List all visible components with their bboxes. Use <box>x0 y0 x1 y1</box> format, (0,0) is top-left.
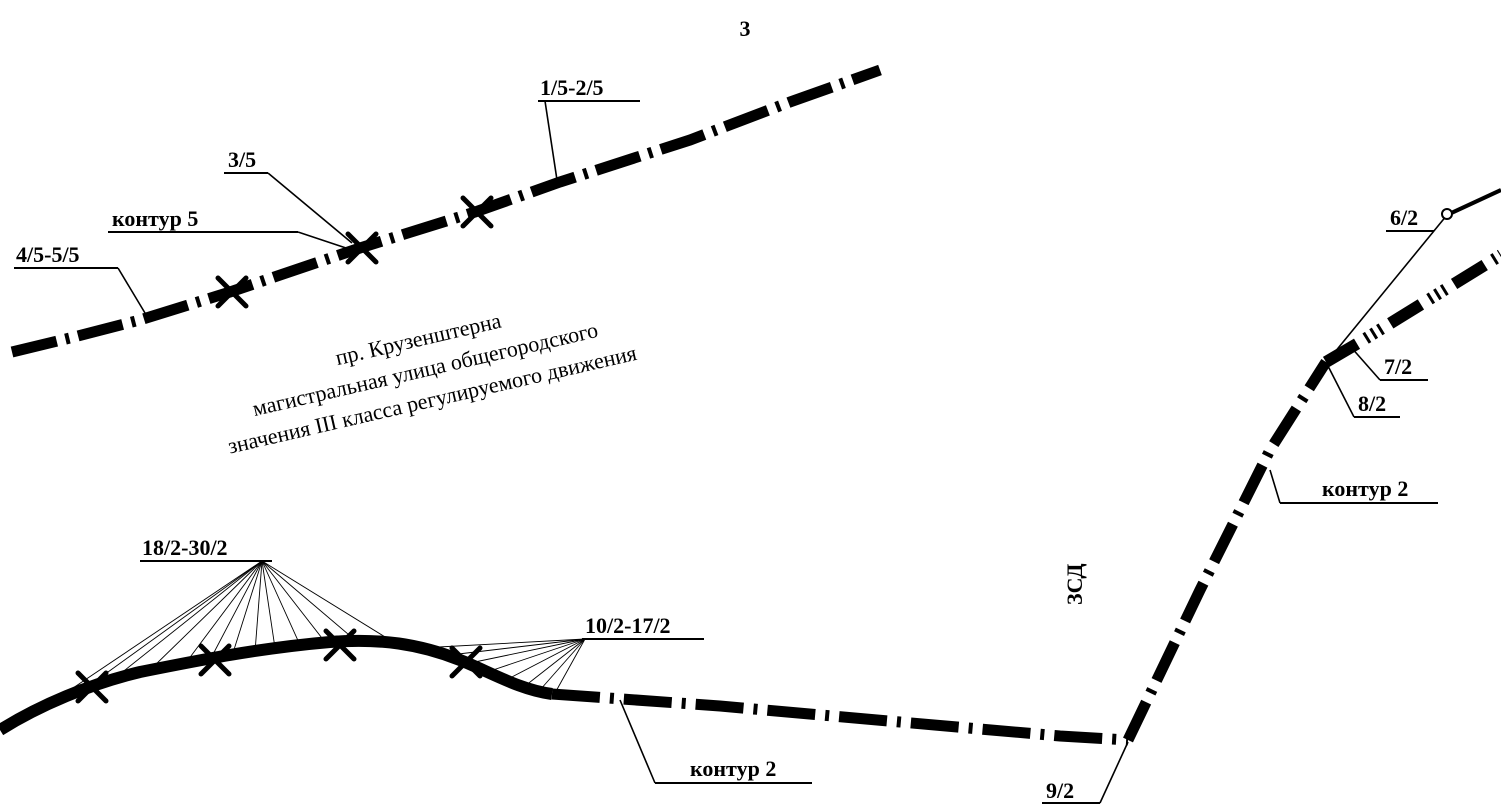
label-8-2: 8/2 <box>1327 365 1400 418</box>
label-kontur-2-bottom: контур 2 <box>619 699 812 784</box>
node-marker <box>1441 208 1453 220</box>
label-3-5: 3/5 <box>224 147 353 244</box>
cross-marker <box>449 645 483 679</box>
label-4-5-5-5: 4/5-5/5 <box>14 242 149 319</box>
svg-text:1/5-2/5: 1/5-2/5 <box>540 75 604 100</box>
svg-text:4/5-5/5: 4/5-5/5 <box>16 242 80 267</box>
svg-text:10/2-17/2: 10/2-17/2 <box>585 613 671 638</box>
fan-leaders <box>69 560 391 691</box>
svg-text:8/2: 8/2 <box>1358 391 1386 416</box>
label-7-2: 7/2 <box>1349 345 1428 381</box>
svg-text:контур 2: контур 2 <box>1322 476 1408 501</box>
label-10-2-17-2: 10/2-17/2 <box>419 613 704 694</box>
street-caption: пр. Крузенштерна магистральная улица общ… <box>225 308 639 459</box>
zsd-label: ЗСД <box>1062 563 1087 605</box>
upper-network-line <box>10 64 882 358</box>
label-18-2-30-2: 18/2-30/2 <box>69 535 391 691</box>
svg-text:7/2: 7/2 <box>1384 354 1412 379</box>
branch-line-6-2 <box>1329 214 1448 359</box>
cross-marker <box>215 275 249 309</box>
svg-text:18/2-30/2: 18/2-30/2 <box>142 535 228 560</box>
branch-line-6-2-tail <box>1446 188 1501 217</box>
upper-cross-markers <box>215 195 494 309</box>
cross-marker <box>345 231 379 265</box>
label-9-2: 9/2 <box>1042 741 1129 804</box>
svg-text:9/2: 9/2 <box>1046 778 1074 803</box>
fan-leaders <box>419 638 586 694</box>
svg-text:контур 5: контур 5 <box>112 206 198 231</box>
label-kontur-5: контур 5 <box>108 206 353 251</box>
svg-text:3/5: 3/5 <box>228 147 256 172</box>
label-kontur-2-right: контур 2 <box>1269 469 1438 504</box>
label-6-2: 6/2 <box>1386 205 1434 232</box>
label-1-5-2-5: 1/5-2/5 <box>538 75 640 181</box>
svg-text:6/2: 6/2 <box>1390 205 1418 230</box>
svg-text:контур 2: контур 2 <box>690 756 776 781</box>
sheet-number: 3 <box>740 16 751 41</box>
cross-marker <box>198 643 232 677</box>
cross-marker <box>460 195 494 229</box>
cross-marker <box>75 670 109 704</box>
